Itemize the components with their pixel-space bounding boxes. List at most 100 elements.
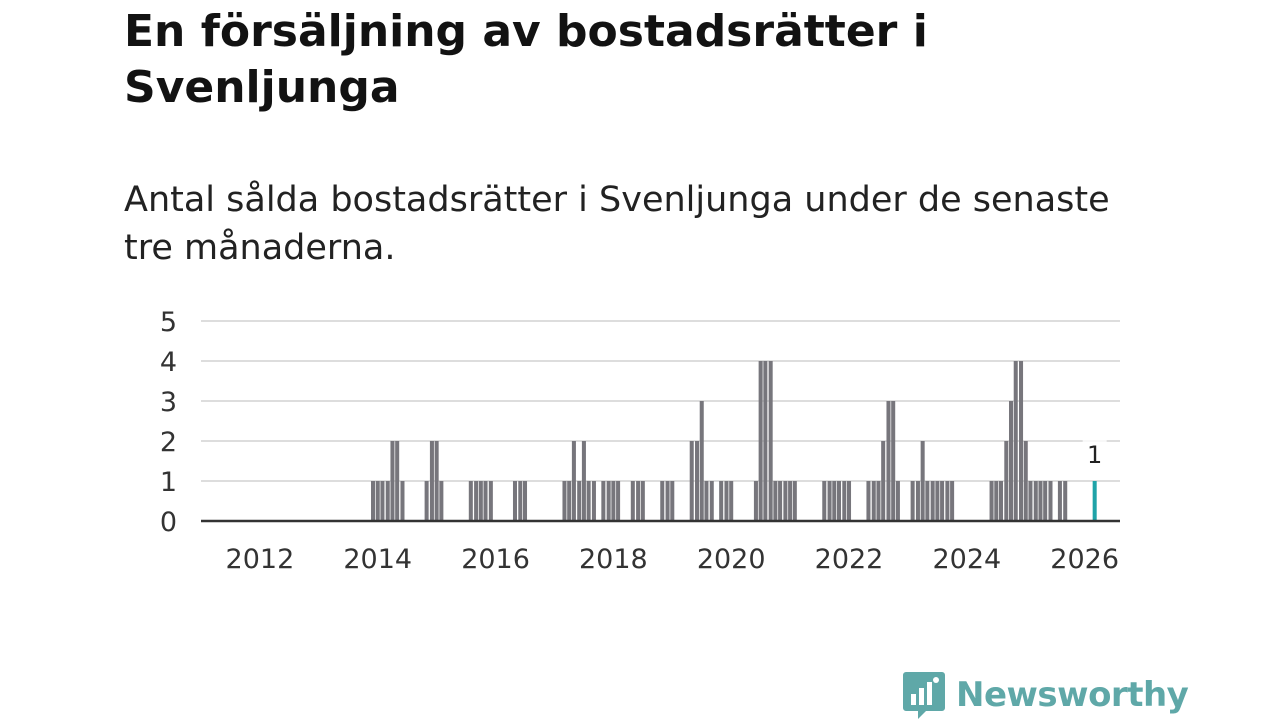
bar bbox=[773, 481, 778, 521]
bar bbox=[689, 441, 694, 521]
x-tick-label-2016: 2016 bbox=[461, 544, 530, 575]
x-tick-label-2012: 2012 bbox=[226, 544, 295, 575]
bar bbox=[380, 481, 385, 521]
bar bbox=[704, 481, 709, 521]
bar bbox=[1057, 481, 1062, 521]
highlight-bar bbox=[1092, 481, 1097, 521]
bar bbox=[567, 481, 572, 521]
bar bbox=[522, 481, 528, 521]
bar bbox=[891, 401, 896, 521]
bar bbox=[724, 481, 729, 521]
bar bbox=[400, 481, 405, 521]
bar bbox=[758, 361, 763, 521]
data-label-latest: 1 bbox=[1087, 441, 1102, 469]
bar bbox=[385, 481, 390, 521]
x-tick-label-2022: 2022 bbox=[815, 544, 884, 575]
bar bbox=[695, 441, 700, 521]
bar bbox=[660, 481, 665, 521]
x-tick-label-2018: 2018 bbox=[579, 544, 648, 575]
bar bbox=[832, 481, 837, 521]
bar bbox=[866, 481, 871, 521]
bar bbox=[847, 481, 852, 521]
chart-title: En försäljning av bostadsrätter i Svenlj… bbox=[124, 6, 928, 113]
newsworthy-logo-text: Newsworthy bbox=[956, 675, 1189, 715]
bar bbox=[895, 481, 900, 521]
y-tick-label-1: 1 bbox=[160, 467, 177, 498]
bar bbox=[876, 481, 881, 521]
bar bbox=[910, 481, 915, 521]
bar bbox=[488, 481, 493, 521]
chart-subtitle: Antal sålda bostadsrätter i Svenljunga u… bbox=[124, 180, 1110, 268]
bar bbox=[670, 481, 675, 521]
bar bbox=[881, 441, 886, 521]
bar bbox=[871, 481, 876, 521]
bar bbox=[915, 481, 920, 521]
bar bbox=[1033, 481, 1038, 521]
x-tick-label-2024: 2024 bbox=[932, 544, 1001, 575]
bar bbox=[395, 441, 400, 521]
x-tick-label-2020: 2020 bbox=[697, 544, 766, 575]
bar bbox=[1023, 441, 1028, 521]
bar bbox=[390, 441, 395, 521]
newsworthy-logo-icon bbox=[903, 672, 945, 719]
bar bbox=[474, 481, 479, 521]
y-tick-label-5: 5 bbox=[160, 307, 177, 338]
bar bbox=[719, 481, 724, 521]
bar bbox=[836, 481, 842, 521]
bar bbox=[424, 481, 429, 521]
bar bbox=[1038, 481, 1043, 521]
bar bbox=[998, 481, 1004, 521]
bar bbox=[562, 481, 567, 521]
bar bbox=[1043, 481, 1048, 521]
bar bbox=[581, 441, 586, 521]
bar bbox=[709, 481, 714, 521]
bar bbox=[512, 481, 518, 521]
bar bbox=[842, 481, 847, 521]
bar bbox=[768, 361, 773, 521]
bar bbox=[753, 481, 758, 521]
bar bbox=[606, 481, 611, 521]
bar bbox=[478, 481, 483, 521]
x-tick-label-2014: 2014 bbox=[343, 544, 412, 575]
bar bbox=[1009, 401, 1014, 521]
bar bbox=[601, 481, 606, 521]
bar bbox=[792, 481, 797, 521]
bar bbox=[429, 441, 434, 521]
bar bbox=[630, 481, 635, 521]
y-tick-label-2: 2 bbox=[160, 427, 177, 458]
bar bbox=[611, 481, 616, 521]
bar bbox=[591, 481, 596, 521]
bar bbox=[665, 481, 670, 521]
bar bbox=[468, 481, 473, 521]
bar bbox=[518, 481, 523, 521]
data-label-background bbox=[1082, 439, 1107, 469]
bar bbox=[640, 481, 645, 521]
bar bbox=[989, 481, 994, 521]
bar bbox=[1048, 481, 1053, 521]
y-tick-label-3: 3 bbox=[160, 387, 177, 418]
bar-chart: 0 1 2 3 4 5 2012 2014 2016 2018 2020 2022 2024 2026 1 bbox=[160, 307, 1120, 575]
bar bbox=[886, 401, 891, 521]
bar bbox=[788, 481, 793, 521]
bar bbox=[371, 481, 376, 521]
bar bbox=[994, 481, 999, 521]
bar bbox=[778, 481, 783, 521]
bar bbox=[930, 481, 935, 521]
bar bbox=[729, 481, 734, 521]
bar bbox=[827, 481, 832, 521]
bar bbox=[1013, 361, 1018, 521]
bar bbox=[1063, 481, 1068, 521]
bar bbox=[1028, 481, 1033, 521]
bar bbox=[586, 481, 591, 521]
bar bbox=[434, 441, 439, 521]
bar bbox=[1019, 361, 1024, 521]
bar bbox=[940, 481, 945, 521]
bar bbox=[920, 441, 925, 521]
bar bbox=[822, 481, 827, 521]
bar bbox=[950, 481, 955, 521]
bar bbox=[935, 481, 940, 521]
bar bbox=[571, 441, 576, 521]
bar bbox=[483, 481, 488, 521]
bar bbox=[1004, 441, 1009, 521]
bar bbox=[783, 481, 788, 521]
